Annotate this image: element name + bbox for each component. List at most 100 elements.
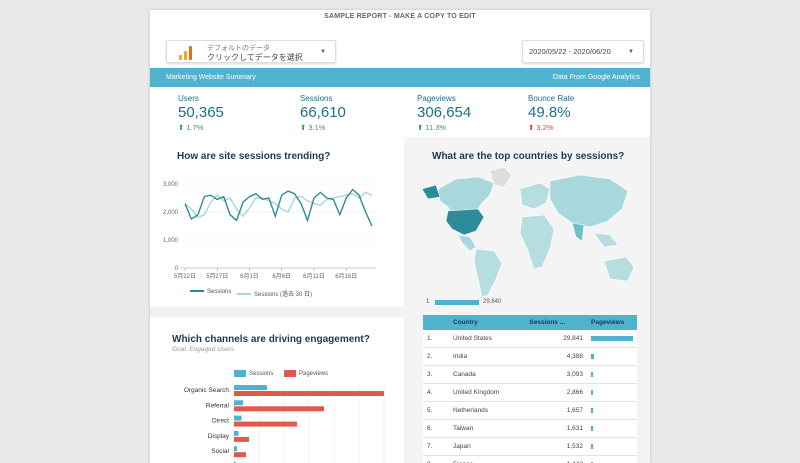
legend-swatch <box>234 370 246 377</box>
sessions-bar <box>234 430 239 436</box>
rank-cell: 3. <box>423 365 449 384</box>
pageviews-bar <box>234 406 324 412</box>
right-column: What are the top countries by sessions? … <box>404 137 650 463</box>
pageviews-column-header[interactable]: Pageviews <box>587 315 637 330</box>
map-asia <box>549 174 629 228</box>
map-scale-min: 1 <box>426 299 430 305</box>
table-row[interactable]: 5. Netherlands 1,657 <box>423 401 637 420</box>
countries-table: Country Sessions ... Pageviews 1. United … <box>423 315 637 463</box>
map-india <box>571 222 585 242</box>
sessions-cell: 1,631 <box>525 419 587 438</box>
rank-column-header <box>423 315 449 330</box>
sessions-bar <box>234 385 267 390</box>
map-australia <box>603 256 635 282</box>
date-range-picker[interactable]: 2020/05/22 - 2020/06/20 ▼ <box>522 40 644 63</box>
pageviews-cell <box>587 455 637 463</box>
channels-chart-subtitle: Goal: Engaged Users <box>172 346 235 353</box>
x-tick-label: 5月22日 <box>174 273 196 280</box>
sessions-bar <box>234 400 243 406</box>
kpi-value: 50,365 <box>178 104 224 121</box>
kpi-label: Pageviews <box>417 94 456 103</box>
table-row[interactable]: 6. Taiwan 1,631 <box>423 419 637 438</box>
channels-chart-title: Which channels are driving engagement? <box>172 334 370 345</box>
country-cell: United States <box>449 330 526 348</box>
y-tick-label: 3,000 <box>163 182 179 188</box>
left-column: How are site sessions trending? 3,000 2,0… <box>150 137 404 463</box>
country-cell: Taiwan <box>449 419 526 438</box>
kpi-value: 66,610 <box>300 104 346 121</box>
legend-label: Pageviews <box>299 371 329 378</box>
kpi-delta-value: 3.1% <box>308 123 326 132</box>
x-tick-label: 6月6日 <box>272 273 291 280</box>
pageviews-bar <box>591 336 633 341</box>
country-cell: Netherlands <box>449 401 526 420</box>
country-cell: India <box>449 347 526 366</box>
arrow-up-icon: ⬆ <box>528 123 535 132</box>
sessions-cell: 1,443 <box>525 455 587 463</box>
analytics-bars-icon <box>179 46 193 60</box>
kpi-bounce-rate[interactable]: Bounce Rate 49.8% ⬆ 3.2% <box>528 94 574 132</box>
pageviews-cell <box>587 437 637 456</box>
pageviews-bar <box>591 372 594 377</box>
report-header-bar: Marketing Website Summary Data From Goog… <box>150 68 650 87</box>
map-se-asia <box>593 232 619 248</box>
pageviews-bar <box>234 391 384 396</box>
kpi-label: Sessions <box>300 94 333 103</box>
kpi-users[interactable]: Users 50,365 ⬆ 1.7% <box>178 94 224 132</box>
table-row[interactable]: 7. Japan 1,532 <box>423 437 637 456</box>
report-title: Marketing Website Summary <box>166 74 256 81</box>
data-source-prompt: クリックしてデータを選択 <box>207 53 303 62</box>
caret-down-icon: ▼ <box>320 49 326 55</box>
pageviews-cell <box>587 383 637 402</box>
x-tick-label: 5月27日 <box>206 273 228 280</box>
map-usa <box>445 208 485 236</box>
pageviews-bar <box>591 444 593 449</box>
kpi-delta: ⬆ 3.1% <box>300 123 346 132</box>
sessions-cell: 29,841 <box>525 330 587 348</box>
kpi-delta: ⬆ 3.2% <box>528 123 574 132</box>
table-row[interactable]: 8.France1,443 <box>423 455 637 463</box>
pageviews-bar <box>591 390 594 395</box>
legend-sessions: Sessions <box>234 370 273 377</box>
category-label: Referral <box>206 402 230 409</box>
section-divider <box>150 307 404 317</box>
sessions-column-header[interactable]: Sessions ... <box>525 315 587 330</box>
legend-swatch <box>237 293 251 296</box>
kpi-sessions[interactable]: Sessions 66,610 ⬆ 3.1% <box>300 94 346 132</box>
sessions-bar <box>234 415 242 421</box>
map-central-america <box>457 234 477 252</box>
map-title: What are the top countries by sessions? <box>432 151 625 162</box>
rank-cell: 6. <box>423 419 449 438</box>
x-tick-label: 6月1日 <box>240 273 259 280</box>
legend-swatch <box>284 370 296 377</box>
table-row[interactable]: 3. Canada 3,093 <box>423 365 637 384</box>
pageviews-bar <box>591 408 593 413</box>
rank-cell: 1. <box>423 330 449 348</box>
country-cell: United Kingdom <box>449 383 526 402</box>
sessions-cell: 3,093 <box>525 365 587 384</box>
legend-swatch <box>190 290 204 293</box>
country-cell: France <box>449 455 526 463</box>
kpi-scorecards: Users 50,365 ⬆ 1.7% Sessions 66,610 ⬆ 3.… <box>150 87 650 138</box>
x-tick-label: 6月11日 <box>303 273 325 280</box>
map-alaska <box>421 184 441 200</box>
country-cell: Canada <box>449 365 526 384</box>
data-source-selector[interactable]: デフォルトのデータ クリックしてデータを選択 ▼ <box>166 40 336 63</box>
table-row[interactable]: 4. United Kingdom 2,866 <box>423 383 637 402</box>
sessions-geo-map[interactable] <box>404 137 650 307</box>
kpi-pageviews[interactable]: Pageviews 306,654 ⬆ 11.3% <box>417 94 471 132</box>
kpi-delta-value: 3.2% <box>536 123 554 132</box>
arrow-up-icon: ⬆ <box>300 123 307 132</box>
trend-chart-title: How are site sessions trending? <box>177 151 331 162</box>
channels-bar-chart[interactable]: Organic Search Referral Direct Display Socia… <box>150 137 404 463</box>
rank-cell: 4. <box>423 383 449 402</box>
sessions-bar <box>234 461 236 463</box>
kpi-value: 306,654 <box>417 104 472 121</box>
country-column-header[interactable]: Country <box>449 315 526 330</box>
table-row[interactable]: 1. United States 29,841 <box>423 330 637 348</box>
table-row[interactable]: 2. India 4,388 <box>423 347 637 366</box>
rank-cell: 5. <box>423 401 449 420</box>
kpi-delta-value: 11.3% <box>425 123 447 132</box>
map-scale-bar <box>435 300 479 305</box>
